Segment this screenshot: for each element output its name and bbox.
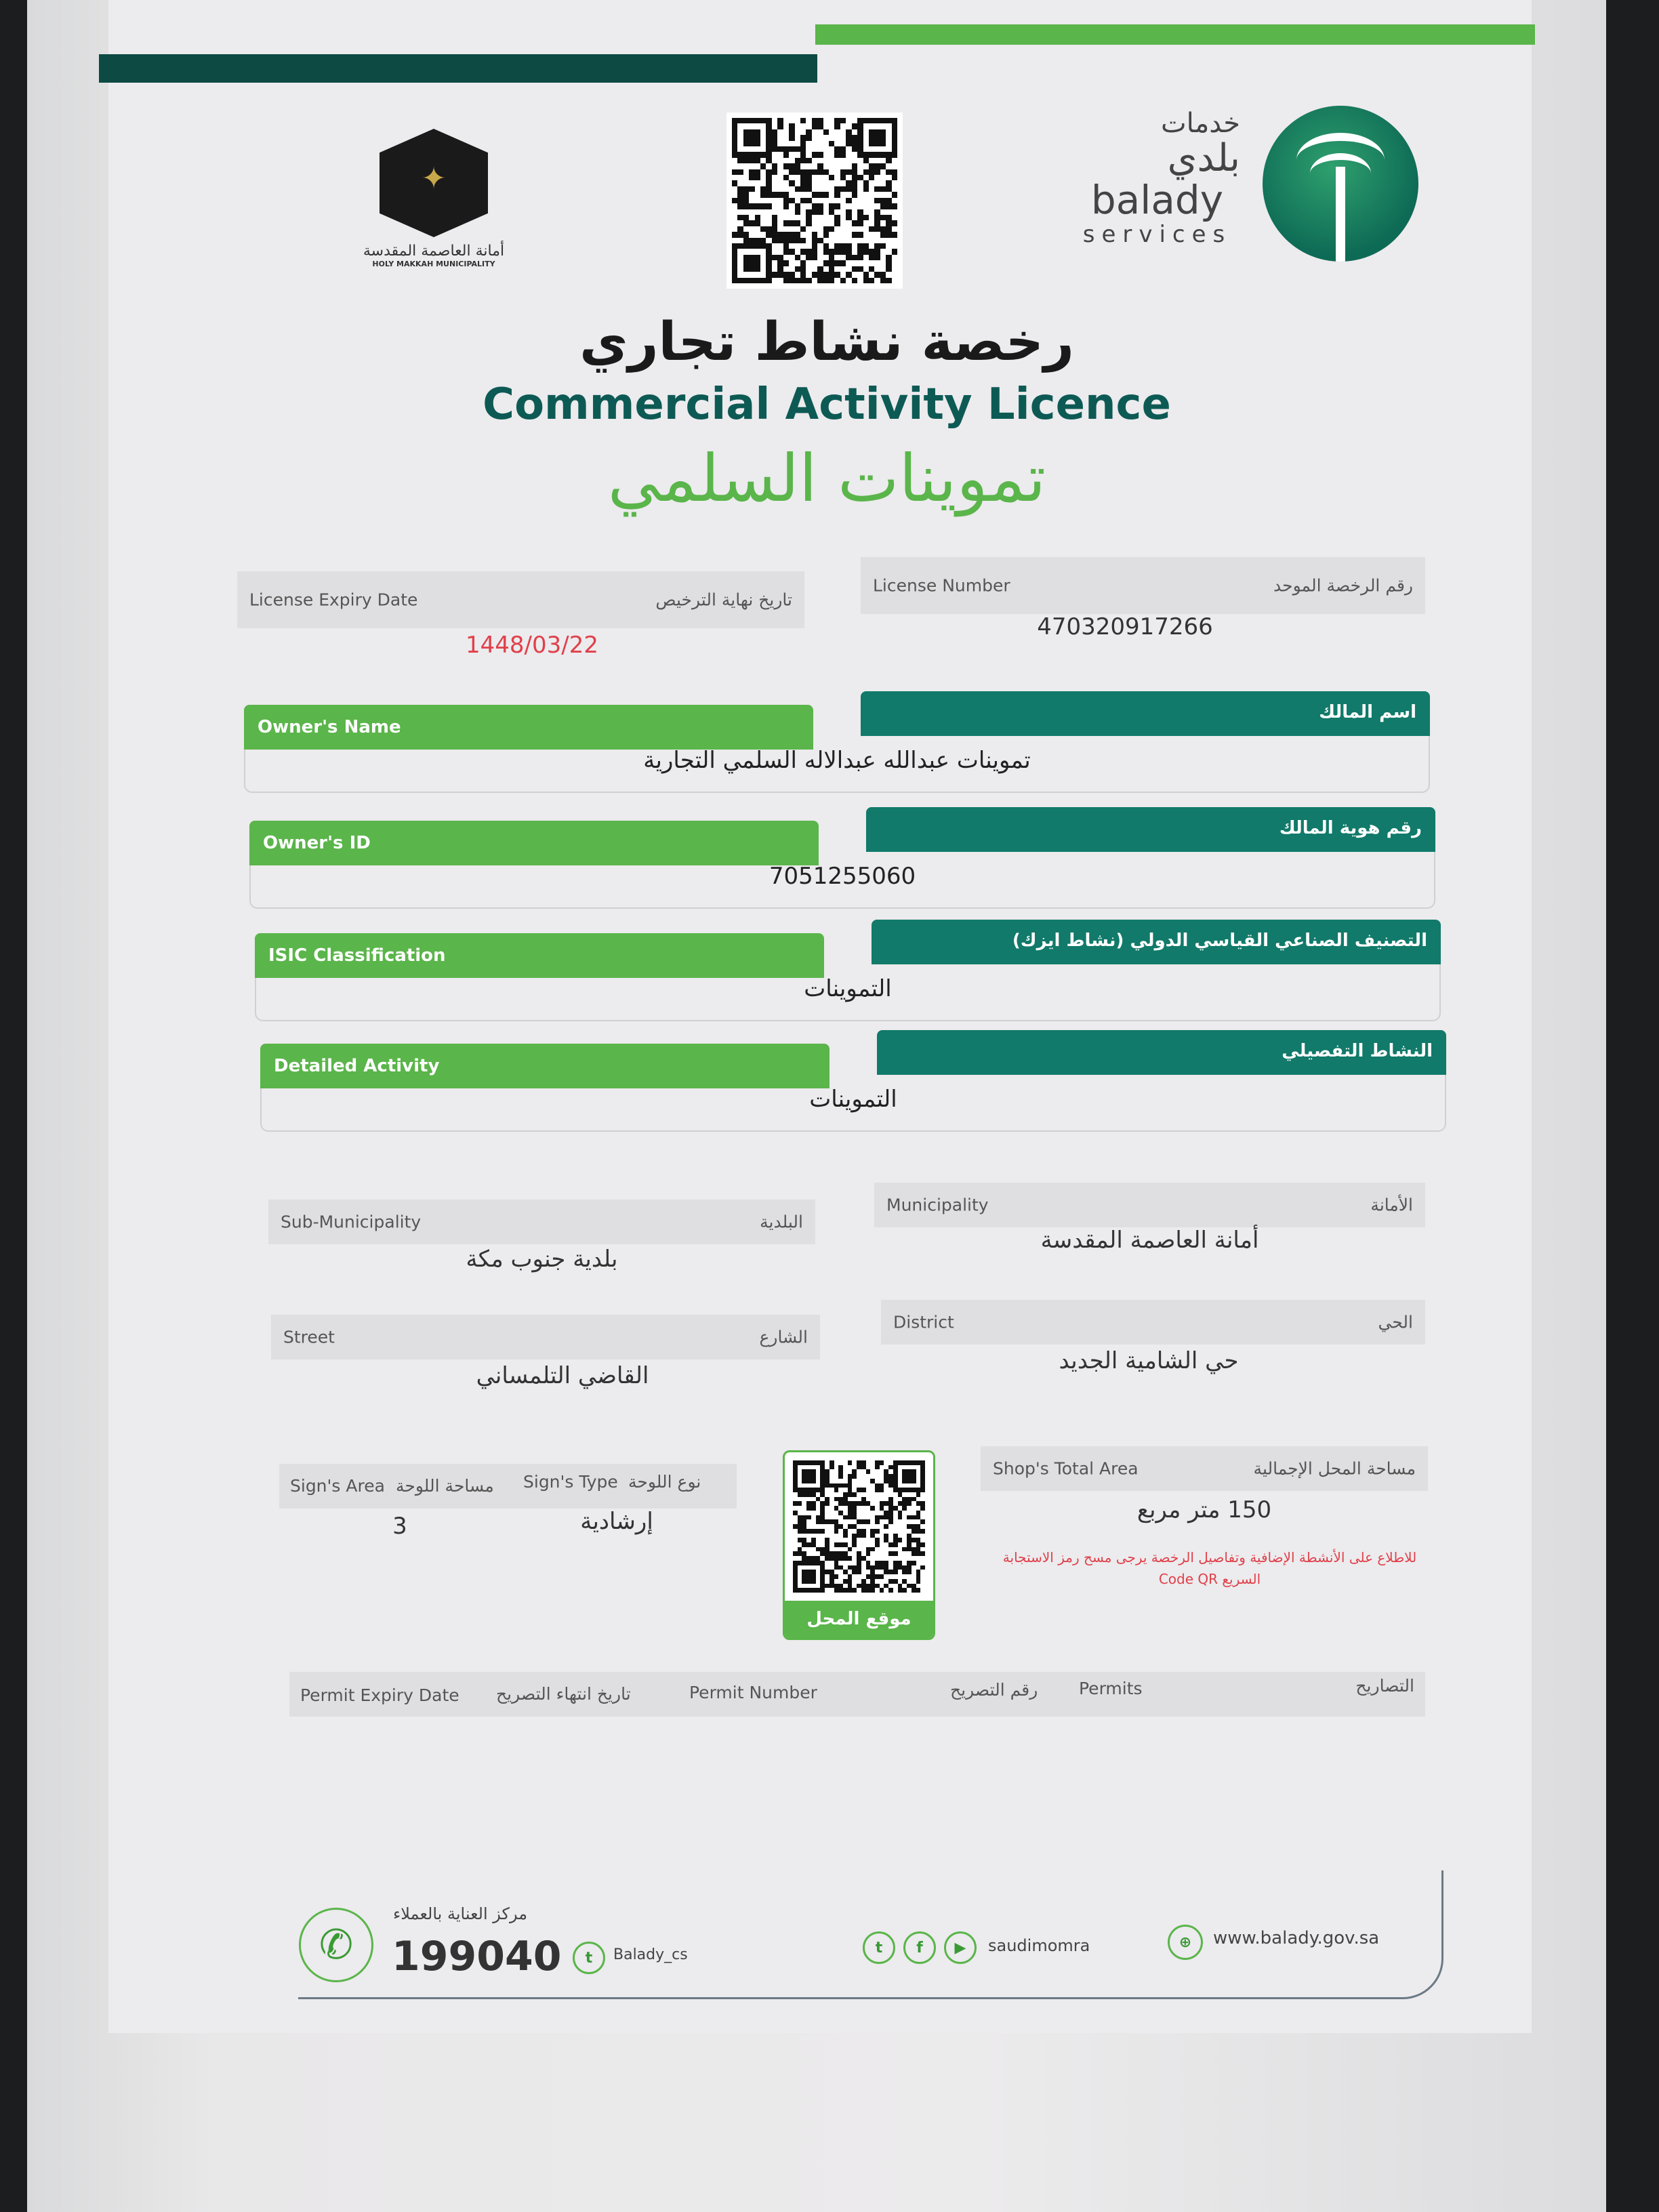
top-bar-dark bbox=[99, 54, 817, 83]
municipality-value: أمانة العاصمة المقدسة bbox=[1040, 1227, 1259, 1254]
license-expiry-label-box: License Expiry Date تاريخ نهاية الترخيص bbox=[237, 571, 804, 628]
balady-services: services bbox=[1082, 221, 1232, 248]
twitter-icon[interactable]: t bbox=[573, 1942, 605, 1974]
makkah-municipality-logo: ✦ أمانة العاصمة المقدسة HOLY MAKKAH MUNI… bbox=[352, 129, 515, 291]
facebook-icon[interactable]: f bbox=[903, 1931, 936, 1964]
field-label-en: Owner's Name bbox=[244, 705, 813, 750]
permits-header-box: Permit Expiry Date تاريخ انتهاء التصريح … bbox=[289, 1672, 1425, 1717]
social-handle[interactable]: saudimomra bbox=[988, 1936, 1090, 1955]
twitter-icon[interactable]: t bbox=[863, 1931, 895, 1964]
care-center-label: مركز العناية بالعملاء bbox=[393, 1904, 528, 1923]
field-section: ISIC Classification التصنيف الصناعي القي… bbox=[255, 920, 1441, 1028]
field-label-ar: رقم هوية المالك bbox=[866, 807, 1435, 852]
street-label-box: Street الشارع bbox=[271, 1315, 820, 1359]
field-label-ar: التصنيف الصناعي القياسي الدولي (نشاط ايز… bbox=[872, 920, 1441, 964]
care-center-phone[interactable]: 199040 bbox=[392, 1933, 562, 1980]
license-number-label-ar: رقم الرخصة الموحد bbox=[1273, 575, 1413, 596]
permit-expiry-label-en: Permit Expiry Date bbox=[300, 1685, 459, 1705]
license-number-label-box: License Number رقم الرخصة الموحد bbox=[861, 557, 1425, 614]
field-section: Owner's ID رقم هوية المالك 7051255060 bbox=[249, 807, 1435, 916]
field-label-ar: النشاط التفصيلي bbox=[877, 1030, 1446, 1075]
shop-area-label-en: Shop's Total Area bbox=[993, 1458, 1139, 1479]
shop-area-value: 150 متر مربع bbox=[1136, 1496, 1272, 1523]
license-expiry-value: 1448/03/22 bbox=[466, 632, 598, 659]
shop-location-qr-code[interactable] bbox=[793, 1460, 925, 1593]
makkah-logo-text-ar: أمانة العاصمة المقدسة bbox=[363, 243, 505, 260]
twitter-cs-handle[interactable]: Balady_cs bbox=[613, 1946, 688, 1963]
field-value: التموينات bbox=[804, 975, 892, 1002]
permit-number-label-ar: رقم التصريح bbox=[950, 1680, 1038, 1700]
shop-location-label: موقع المحل bbox=[785, 1601, 933, 1638]
balady-palm-logo-icon bbox=[1263, 106, 1418, 262]
balady-ar: بلدي bbox=[1167, 136, 1240, 180]
sub-municipality-label-ar: البلدية bbox=[760, 1212, 803, 1232]
website-link[interactable]: www.balady.gov.sa bbox=[1213, 1928, 1380, 1948]
sub-municipality-label-box: Sub-Municipality البلدية bbox=[268, 1200, 815, 1244]
title-english: Commercial Activity Licence bbox=[483, 380, 1171, 430]
field-label-en: ISIC Classification bbox=[255, 933, 824, 978]
license-expiry-label-ar: تاريخ نهاية الترخيص bbox=[655, 590, 792, 610]
sign-area-label-en: Sign's Area bbox=[290, 1476, 385, 1496]
street-label-ar: الشارع bbox=[759, 1327, 808, 1347]
field-section: Detailed Activity النشاط التفصيلي التموي… bbox=[260, 1030, 1446, 1139]
sign-type-value: إرشادية bbox=[580, 1508, 653, 1535]
sub-municipality-value: بلدية جنوب مكة bbox=[466, 1246, 618, 1273]
district-label-en: District bbox=[893, 1312, 954, 1332]
field-frame bbox=[249, 848, 1435, 909]
permits-label-ar: التصاريح bbox=[1355, 1676, 1414, 1696]
shop-area-label-ar: مساحة المحل الإجمالية bbox=[1253, 1458, 1416, 1479]
field-label-ar: اسم المالك bbox=[861, 691, 1430, 736]
field-section: Owner's Name اسم المالك تموينات عبدالله … bbox=[244, 691, 1430, 800]
field-value: التموينات bbox=[809, 1086, 897, 1113]
license-expiry-label-en: License Expiry Date bbox=[249, 590, 418, 610]
phone-icon: ✆ bbox=[299, 1908, 373, 1982]
street-value: القاضي التلمساني bbox=[476, 1362, 649, 1389]
field-label-en: Owner's ID bbox=[249, 821, 819, 865]
balady-ar-top: خدمات bbox=[1161, 108, 1240, 139]
globe-icon[interactable]: ⊕ bbox=[1168, 1925, 1203, 1960]
sign-area-value: 3 bbox=[392, 1513, 407, 1540]
field-frame bbox=[260, 1071, 1446, 1132]
makkah-logo-text-en: HOLY MAKKAH MUNICIPALITY bbox=[372, 260, 495, 268]
permit-expiry-label-ar: تاريخ انتهاء التصريح bbox=[496, 1684, 631, 1704]
license-number-label-en: License Number bbox=[873, 575, 1010, 596]
municipality-label-box: Municipality الأمانة bbox=[874, 1183, 1425, 1227]
district-label-box: District الحي bbox=[881, 1300, 1425, 1345]
shop-area-label-box: Shop's Total Area مساحة المحل الإجمالية bbox=[981, 1446, 1428, 1491]
sign-area-label-ar: مساحة اللوحة bbox=[396, 1476, 494, 1496]
field-frame bbox=[255, 960, 1441, 1021]
municipality-label-ar: الأمانة bbox=[1370, 1195, 1413, 1215]
top-bar-green bbox=[815, 24, 1535, 45]
sub-municipality-label-en: Sub-Municipality bbox=[281, 1212, 422, 1232]
permits-label-en: Permits bbox=[1079, 1679, 1143, 1698]
field-label-en: Detailed Activity bbox=[260, 1044, 830, 1088]
shop-name: تموينات السلمي bbox=[607, 441, 1046, 516]
field-value: 7051255060 bbox=[769, 863, 916, 890]
youtube-icon[interactable]: ▶ bbox=[944, 1931, 977, 1964]
permit-number-label-en: Permit Number bbox=[689, 1683, 817, 1702]
balady-en: balady bbox=[1090, 177, 1224, 223]
field-value: تموينات عبدالله عبدالاله السلمي التجارية bbox=[643, 747, 1031, 774]
sign-label-box: Sign's Area مساحة اللوحة Sign's Type نوع… bbox=[279, 1464, 737, 1509]
district-label-ar: الحي bbox=[1378, 1312, 1413, 1332]
sign-type-label-ar: نوع اللوحة bbox=[628, 1472, 701, 1492]
street-label-en: Street bbox=[283, 1327, 335, 1347]
title-arabic: رخصة نشاط تجاري bbox=[579, 312, 1074, 373]
license-number-value: 470320917266 bbox=[1037, 613, 1213, 640]
district-value: حي الشامية الجديد bbox=[1059, 1347, 1239, 1374]
shop-location-qr-card[interactable]: موقع المحل bbox=[783, 1450, 935, 1640]
qr-notice: للاطلاع على الأنشطة الإضافية وتفاصيل الر… bbox=[1002, 1549, 1417, 1587]
kaaba-emblem-icon: ✦ bbox=[380, 129, 488, 237]
balady-logo-text: خدمات بلدي balady services bbox=[1074, 108, 1240, 248]
field-frame bbox=[244, 732, 1430, 793]
municipality-label-en: Municipality bbox=[886, 1195, 989, 1215]
license-qr-code[interactable] bbox=[726, 112, 903, 289]
footer-frame bbox=[298, 1870, 1443, 1999]
sign-type-label-en: Sign's Type bbox=[523, 1472, 618, 1492]
